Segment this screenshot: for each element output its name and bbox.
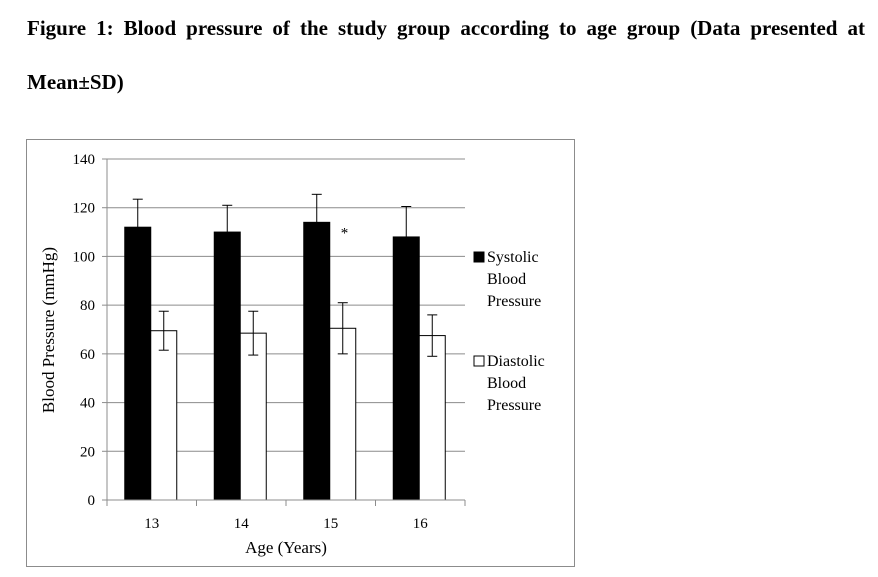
systolic-bar-13 xyxy=(124,226,152,501)
y-tick-label-40: 40 xyxy=(80,396,95,412)
y-axis-title: Blood Pressure (mmHg) xyxy=(39,247,58,413)
x-tick-label-14: 14 xyxy=(234,516,250,532)
y-tick-label-100: 100 xyxy=(73,249,96,265)
diastolic-bar-13 xyxy=(150,330,178,501)
axes: 0 20 40 60 80 100 120 140 13 14 15 16 xyxy=(73,152,466,532)
x-tick-label-16: 16 xyxy=(413,516,429,532)
systolic-legend-swatch xyxy=(473,251,485,263)
diastolic-legend-label: Blood xyxy=(487,375,526,392)
legend: Systolic Blood Pressure Diastolic Blood Press… xyxy=(473,249,545,414)
significance-asterisk-15: * xyxy=(341,225,349,241)
systolic-legend-label: Systolic xyxy=(487,249,539,266)
diastolic-bar-16 xyxy=(418,335,446,501)
diastolic-legend-swatch xyxy=(473,355,485,367)
y-tick-label-140: 140 xyxy=(73,152,96,168)
diastolic-bar-14 xyxy=(239,332,267,501)
diastolic-legend-label: Pressure xyxy=(487,397,541,414)
y-tick-label-20: 20 xyxy=(80,444,95,460)
figure-caption-line-1: Figure 1: Blood pressure of the study gr… xyxy=(27,16,865,40)
systolic-bar-14 xyxy=(213,231,241,501)
x-axis-title: Age (Years) xyxy=(245,538,327,557)
y-tick-label-0: 0 xyxy=(88,493,96,509)
systolic-bar-15 xyxy=(303,221,331,501)
bars: * xyxy=(124,193,446,501)
y-tick-label-80: 80 xyxy=(80,298,95,314)
systolic-bar-16 xyxy=(392,236,420,501)
figure-caption-line-2: Mean±SD) xyxy=(27,70,124,94)
systolic-legend-label: Blood xyxy=(487,271,526,288)
chart-frame xyxy=(26,139,575,567)
y-tick-label-120: 120 xyxy=(73,201,96,217)
diastolic-legend-label: Diastolic xyxy=(487,353,545,370)
x-tick-label-15: 15 xyxy=(323,516,338,532)
systolic-legend-label: Pressure xyxy=(487,293,541,310)
x-tick-label-13: 13 xyxy=(144,516,159,532)
y-tick-label-60: 60 xyxy=(80,347,95,363)
